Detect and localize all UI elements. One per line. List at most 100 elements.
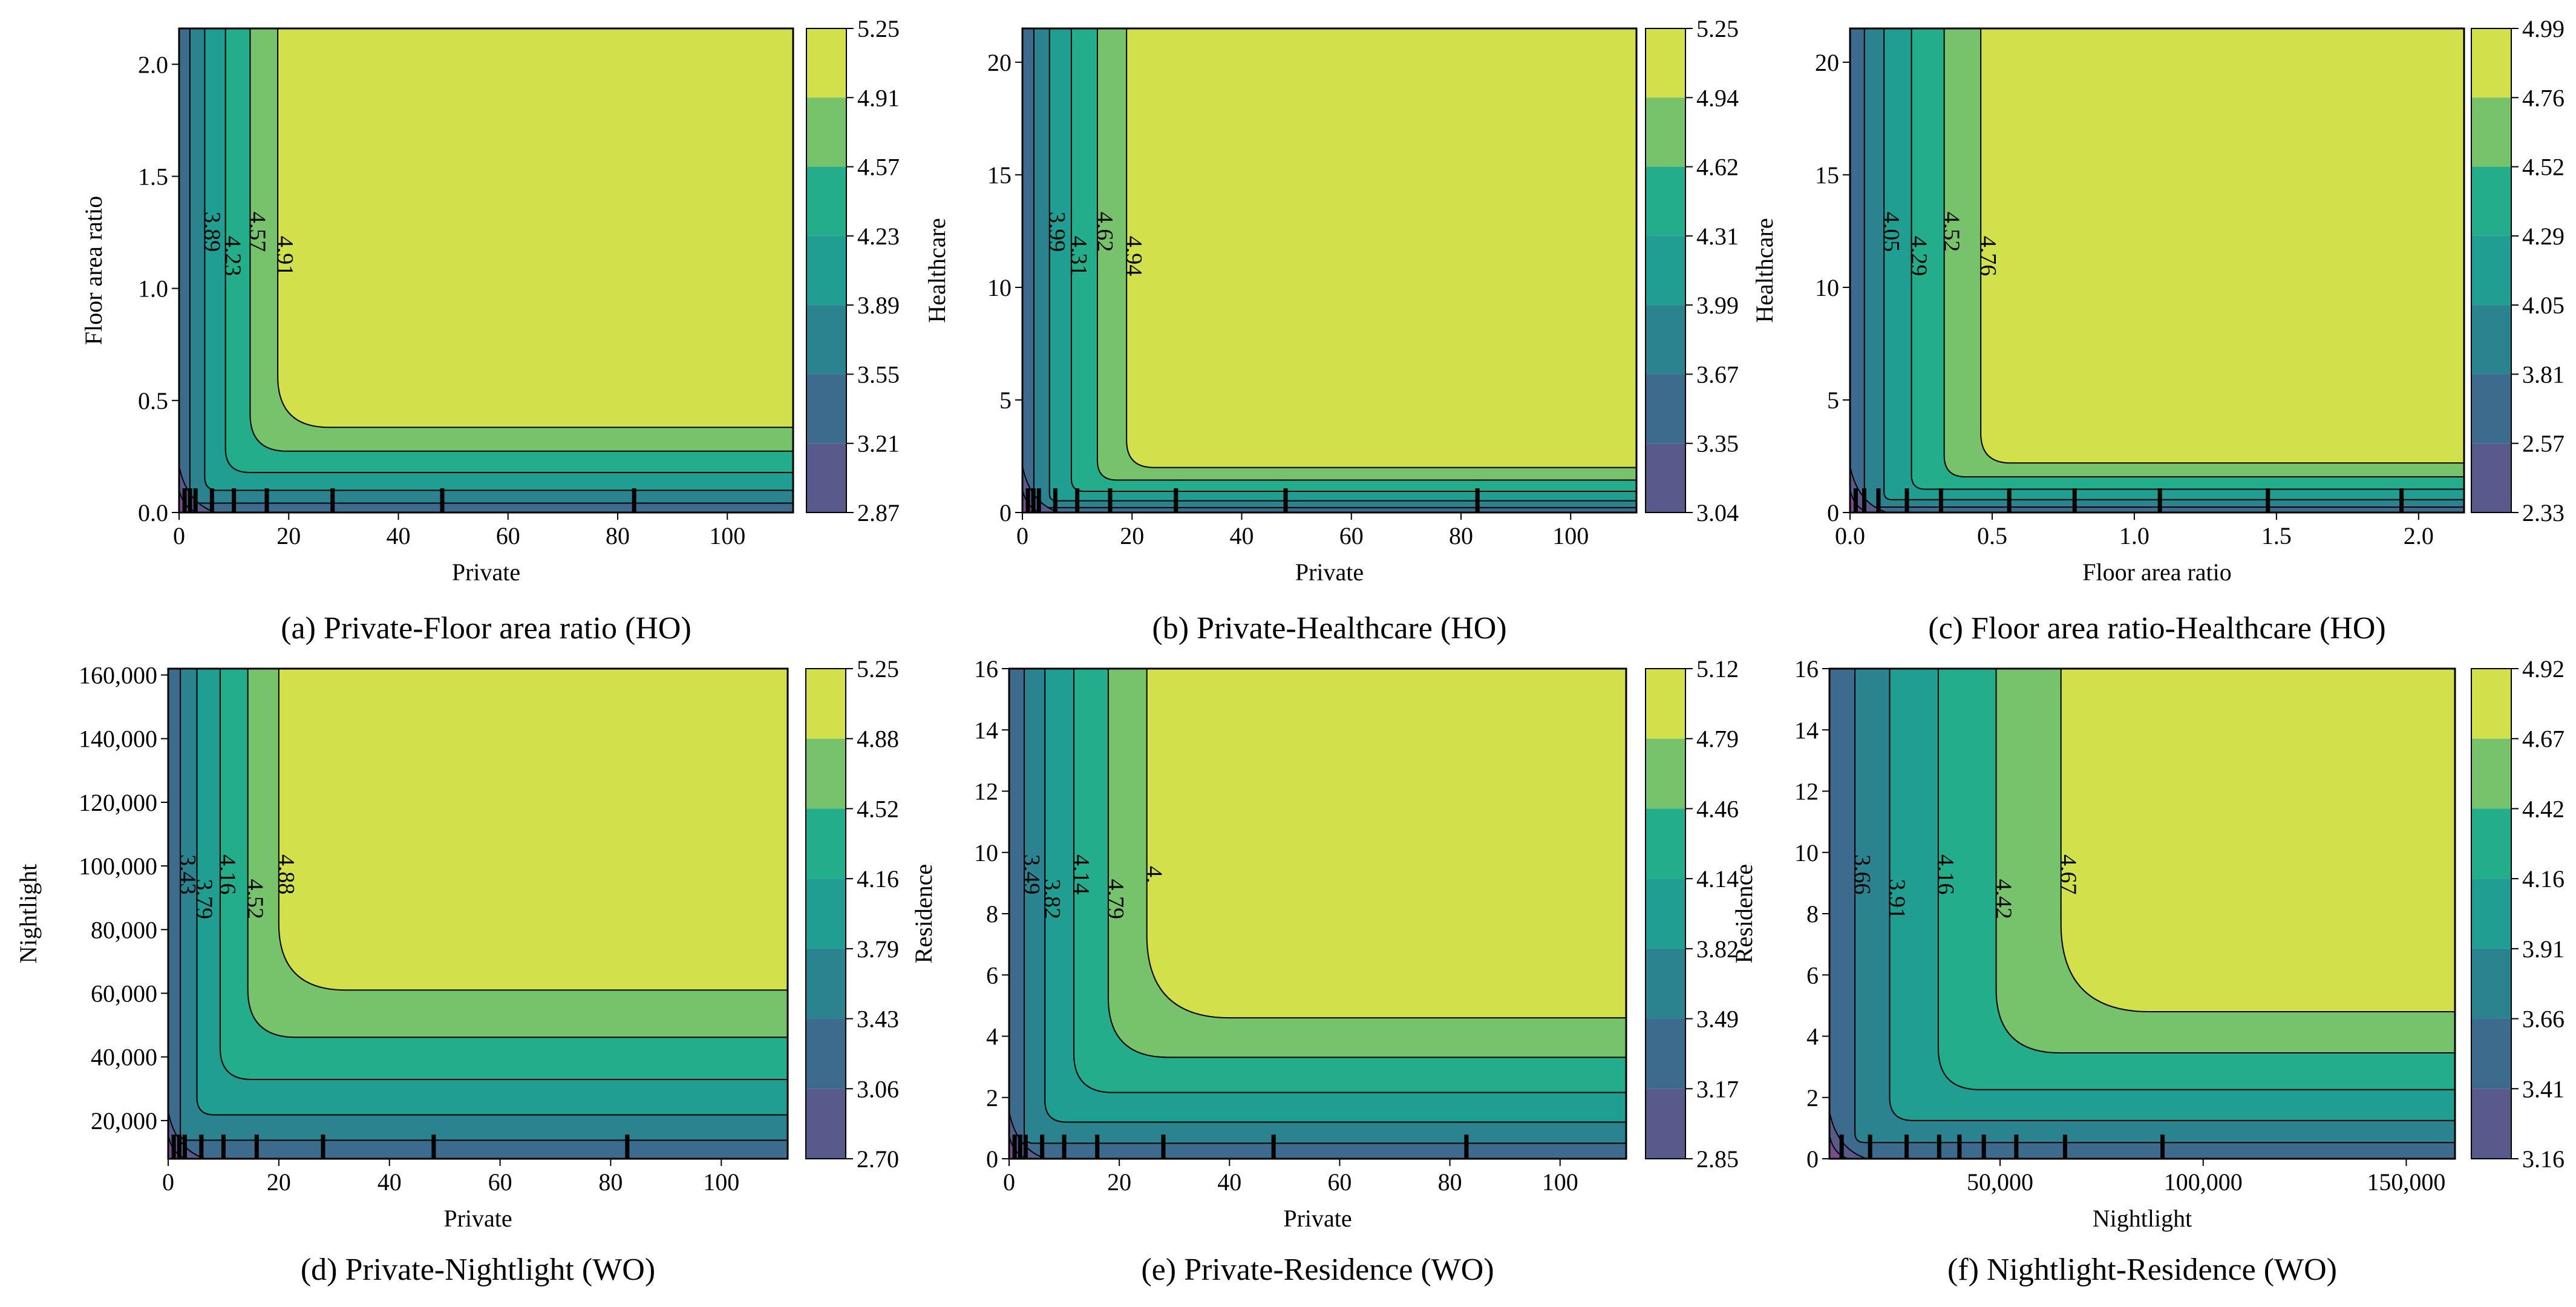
colorbar-segment: [2471, 808, 2511, 879]
y-tick-label: 0: [1827, 499, 1839, 526]
y-tick-label: 160,000: [79, 662, 157, 689]
y-axis-label: Healthcare: [923, 218, 950, 323]
y-tick-label: 15: [1815, 162, 1839, 189]
x-tick-label: 100,000: [2164, 1168, 2243, 1196]
x-tick-label: 60: [1327, 1168, 1352, 1196]
colorbar-label: 3.16: [2522, 1145, 2565, 1173]
y-tick-label: 14: [1794, 716, 1819, 744]
colorbar-segment: [806, 879, 846, 949]
colorbar-label: 4.14: [1696, 865, 1739, 893]
colorbar-segment: [2471, 28, 2511, 98]
y-tick-label: 0: [1806, 1145, 1819, 1173]
contour-label: 4.62: [1092, 212, 1117, 252]
x-tick-label: 0.0: [1835, 522, 1865, 549]
y-tick-label: 10: [1794, 839, 1819, 866]
contour-label: 4.88: [273, 854, 299, 895]
colorbar-segment: [1646, 374, 1685, 444]
colorbar-label: 3.21: [857, 430, 900, 457]
y-tick-label: 0: [986, 1145, 998, 1173]
colorbar-label: 2.87: [857, 499, 900, 526]
contour-label: 4.31: [1066, 236, 1091, 277]
x-tick-label: 20: [267, 1168, 291, 1196]
contour-label: 4.76: [1975, 236, 2001, 277]
colorbar-segment: [806, 948, 846, 1019]
contour-label: 4.91: [272, 236, 298, 277]
y-tick-label: 40,000: [91, 1044, 157, 1071]
x-tick-label: 20: [276, 522, 301, 549]
y-tick-label: 4: [986, 1023, 998, 1050]
y-tick-label: 100,000: [79, 853, 157, 880]
y-tick-label: 10: [1815, 274, 1839, 301]
contour-label: 4.57: [244, 212, 270, 252]
colorbar-segment: [2471, 738, 2511, 809]
colorbar: 5.12 4.79 4.46 4.14 3.82 3.49 3.17 2.85: [1645, 655, 1739, 1173]
contour-band-4: [1829, 669, 2455, 1159]
x-tick-label: 2.0: [2404, 522, 2434, 549]
x-tick-label: 80: [1438, 1168, 1462, 1196]
colorbar: 5.25 4.88 4.52 4.16 3.79 3.43 3.06 2.70: [805, 655, 899, 1173]
contour-band-3: [179, 28, 793, 513]
y-tick-label: 120,000: [79, 789, 157, 816]
contour-fill-area: [179, 28, 793, 513]
colorbar-label: 4.79: [1696, 726, 1739, 753]
colorbar-segment: [806, 738, 846, 809]
contour-fill-area: [1829, 669, 2455, 1159]
contour-panel-3: 4.054.294.524.760.0 0.5 1.0 1.5 2.005101520F…: [1751, 15, 2565, 646]
panel-caption: (e) Private-Residence (WO): [1141, 1253, 1494, 1287]
colorbar-segment: [2471, 374, 2511, 444]
colorbar-segment: [1646, 808, 1685, 879]
contour-band-1: [1009, 669, 1626, 1159]
contour-band-4: [1850, 28, 2464, 513]
y-tick-label: 14: [974, 716, 998, 744]
colorbar: 4.99 4.76 4.52 4.29 4.05 3.81 2.57 2.33: [2471, 15, 2565, 526]
x-tick-label: 1.0: [2119, 522, 2149, 549]
panel-caption: (f) Nightlight-Residence (WO): [1947, 1253, 2337, 1287]
y-axis-label: Nightlight: [15, 864, 42, 963]
colorbar-segment: [2471, 1018, 2511, 1089]
contour-band-3: [168, 669, 788, 1159]
colorbar-segment: [806, 1018, 846, 1089]
y-axis-label: Healthcare: [1751, 218, 1778, 323]
y-axis-label: Residence: [1730, 864, 1757, 963]
colorbar-segment: [1646, 97, 1685, 167]
x-tick-label: 100: [703, 1168, 739, 1196]
colorbar-frame: [806, 28, 847, 513]
y-tick-label: 2: [986, 1084, 998, 1112]
contour-label: 4.: [1142, 866, 1167, 883]
contour-label: 3.49: [1019, 854, 1044, 895]
colorbar: 5.25 4.91 4.57 4.23 3.89 3.55 3.21 2.87: [806, 15, 900, 526]
y-tick-label: 60,000: [91, 980, 157, 1007]
colorbar-frame: [2471, 28, 2512, 513]
contour-band-7: [1829, 1135, 1849, 1159]
plot-frame: [178, 27, 794, 514]
y-tick-label: 6: [986, 961, 998, 989]
colorbar-label: 5.25: [857, 15, 900, 42]
panel-caption: (a) Private-Floor area ratio (HO): [281, 611, 691, 646]
colorbar-segment: [1646, 305, 1685, 375]
colorbar-segment: [1646, 879, 1685, 949]
colorbar-segment: [806, 808, 846, 879]
y-tick-label: 10: [974, 839, 998, 866]
colorbar-label: 3.17: [1696, 1075, 1739, 1102]
colorbar-label: 4.99: [2522, 15, 2565, 42]
colorbar-label: 4.67: [2522, 726, 2565, 753]
colorbar-segment: [806, 443, 846, 513]
colorbar-segment: [1646, 235, 1685, 306]
colorbar-segment: [806, 97, 846, 167]
colorbar-label: 2.33: [2522, 499, 2565, 526]
x-axis-label: Private: [443, 1205, 512, 1232]
colorbar-label: 4.52: [857, 795, 899, 822]
contour-band-5: [1829, 669, 2455, 1159]
contour-band-4: [168, 669, 788, 1159]
x-tick-label: 80: [1449, 522, 1473, 549]
contour-label: 3.43: [175, 854, 200, 895]
colorbar-label: 3.55: [857, 361, 900, 388]
y-tick-label: 2.0: [138, 51, 168, 78]
colorbar-segment: [1646, 1018, 1685, 1089]
panel-caption: (d) Private-Nightlight (WO): [301, 1253, 655, 1287]
colorbar-frame: [1645, 28, 1686, 513]
colorbar-label: 4.16: [2522, 865, 2565, 893]
contour-label: 4.94: [1121, 236, 1146, 277]
colorbar-segment: [806, 669, 846, 739]
colorbar-segment: [1646, 948, 1685, 1019]
